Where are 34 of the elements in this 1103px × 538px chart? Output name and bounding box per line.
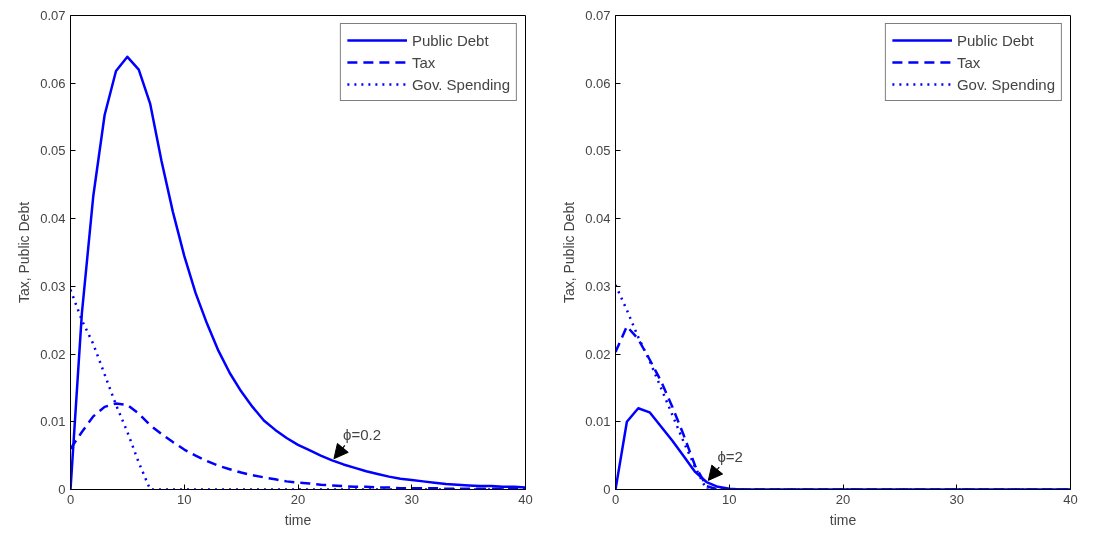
y-axis-title: Tax, Public Debt [16, 201, 33, 304]
x-axis-title: time [829, 511, 857, 528]
y-tick-label: 0.07 [585, 8, 611, 23]
y-tick-label: 0.02 [585, 346, 611, 362]
x-tick-label: 40 [518, 491, 533, 507]
x-tick-label: 10 [722, 491, 737, 507]
legend-label: Tax [411, 53, 436, 71]
x-tick-label: 30 [404, 491, 419, 507]
y-tick-label: 0.04 [40, 211, 66, 227]
y-tick-label: 0.07 [40, 8, 66, 23]
y-tick-label: 0.05 [40, 143, 66, 159]
legend-label: Gov. Spending [411, 75, 510, 93]
y-tick-label: 0.03 [585, 278, 611, 294]
x-tick-label: 40 [1063, 491, 1078, 507]
x-tick-label: 20 [835, 491, 851, 507]
x-tick-label: 20 [290, 491, 306, 507]
y-axis-title: Tax, Public Debt [561, 201, 578, 304]
y-tick-label: 0.01 [40, 414, 66, 430]
y-tick-label: 0.01 [585, 414, 611, 430]
y-tick-label: 0.06 [585, 75, 611, 91]
x-tick-label: 10 [177, 491, 192, 507]
legend-label: Tax [956, 53, 981, 71]
legend-label: Gov. Spending [956, 75, 1055, 93]
annotation: ϕ=2 [717, 448, 743, 466]
x-tick-label: 30 [949, 491, 964, 507]
legend-label: Public Debt [411, 31, 489, 49]
y-tick-label: 0.05 [585, 143, 611, 159]
y-tick-label: 0.06 [40, 75, 66, 91]
annotation: ϕ=0.2 [343, 426, 382, 444]
y-tick-label: 0.02 [40, 346, 66, 362]
y-tick-label: 0.03 [40, 278, 66, 294]
x-axis-title: time [284, 511, 312, 528]
legend-label: Public Debt [956, 31, 1034, 49]
y-tick-label: 0.04 [585, 211, 611, 227]
